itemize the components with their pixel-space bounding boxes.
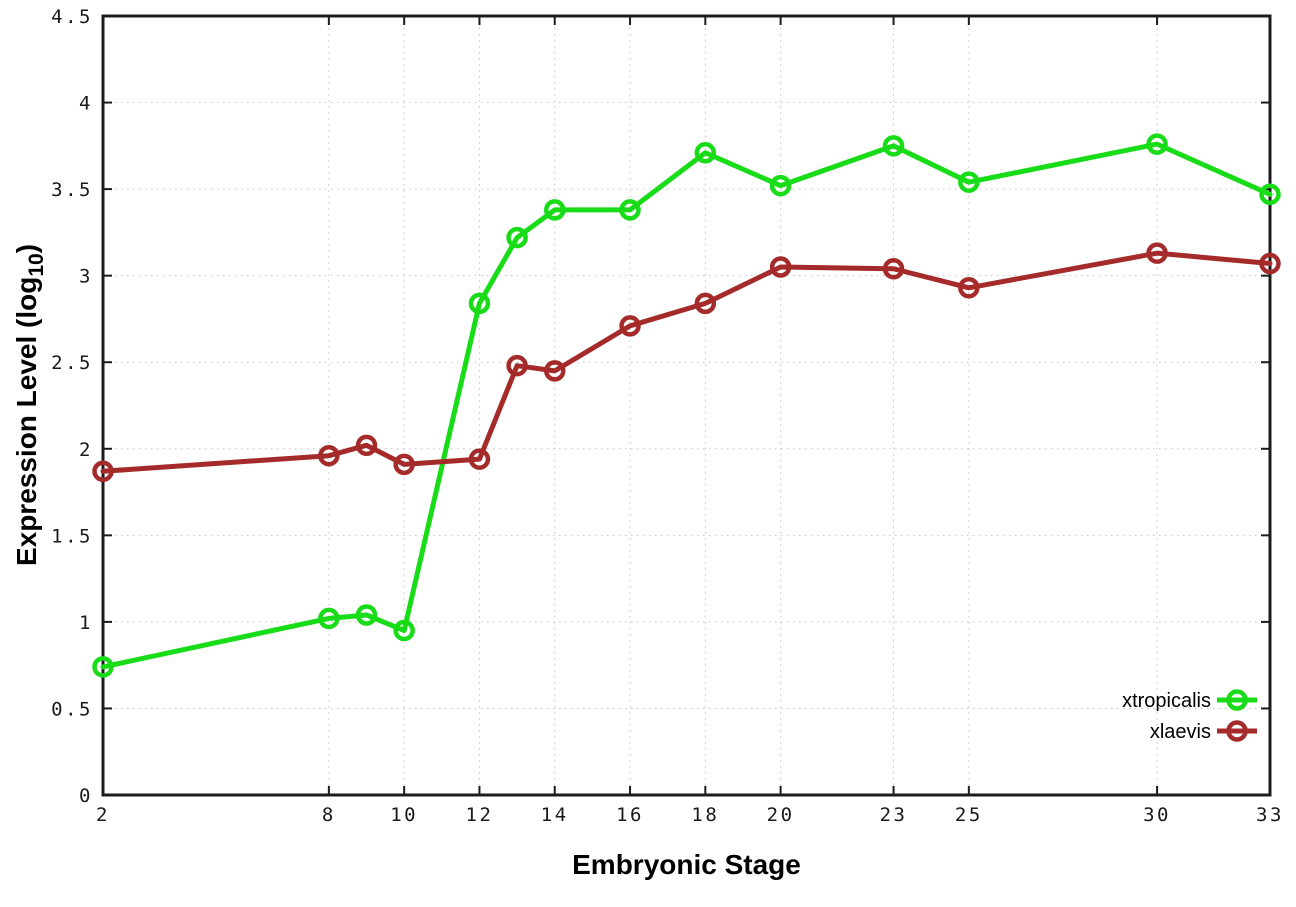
grid xyxy=(102,15,1271,796)
data-point-xlaevis xyxy=(393,453,415,476)
data-point-xtropicalis xyxy=(1259,183,1281,206)
data-point-xtropicalis xyxy=(92,656,114,678)
data-point-xtropicalis xyxy=(882,135,905,157)
data-point-xtropicalis xyxy=(468,292,491,315)
data-point-xtropicalis xyxy=(1146,133,1168,155)
data-point-xtropicalis xyxy=(958,171,980,193)
y-tick-label: 2 xyxy=(79,439,93,461)
data-point-xlaevis xyxy=(882,257,905,280)
data-point-xlaevis xyxy=(468,448,491,470)
data-point-xlaevis xyxy=(769,256,792,278)
data-point-xtropicalis xyxy=(506,226,528,249)
legend-label-xlaevis: xlaevis xyxy=(1150,721,1211,743)
tick-marks xyxy=(102,15,1271,796)
x-tick-label: 2 xyxy=(96,804,110,826)
y-axis-title-close-paren: ) xyxy=(11,244,42,253)
y-axis-title-subscript: 10 xyxy=(25,253,48,276)
legend: xtropicalis xlaevis xyxy=(1122,689,1257,743)
y-tick-label: 0.5 xyxy=(51,698,93,720)
y-tick-label: 0 xyxy=(79,785,93,807)
data-point-xlaevis xyxy=(1146,242,1168,264)
data-point-xlaevis xyxy=(543,360,566,382)
x-tick-label: 18 xyxy=(691,804,719,826)
data-point-xlaevis xyxy=(355,434,378,457)
tick-labels: 2 8 10 12 14 16 18 20 23 25 30 33 0 0.5 1 1.5 2 2.5 3 3.5 4 4… xyxy=(51,6,1284,826)
x-tick-label: 20 xyxy=(767,804,795,826)
y-tick-label: 3 xyxy=(79,266,93,288)
data-point-xlaevis xyxy=(506,354,528,377)
x-tick-label: 10 xyxy=(390,804,418,826)
data-point-xtropicalis xyxy=(355,604,378,626)
x-tick-label: 33 xyxy=(1256,804,1284,826)
data-point-xtropicalis xyxy=(694,142,717,164)
y-tick-label: 1.5 xyxy=(51,525,93,547)
data-point-xlaevis xyxy=(318,444,340,467)
legend-sample-marker-xlaevis xyxy=(1226,720,1248,742)
data-point-xlaevis xyxy=(694,292,717,315)
series-xlaevis xyxy=(92,242,1281,483)
legend-sample-marker-xtropicalis xyxy=(1226,689,1248,711)
data-point-xlaevis xyxy=(1259,252,1281,275)
data-point-xtropicalis xyxy=(769,174,792,197)
x-tick-label: 12 xyxy=(466,804,494,826)
series-xtropicalis xyxy=(92,133,1281,678)
y-tick-label: 1 xyxy=(79,612,93,634)
series-line-xtropicalis xyxy=(100,141,1273,670)
data-point-xlaevis xyxy=(958,277,980,299)
legend-label-xtropicalis: xtropicalis xyxy=(1122,690,1211,712)
y-axis-title-main: Expression Level (log xyxy=(11,277,42,566)
y-tick-label: 4.5 xyxy=(51,6,93,28)
x-tick-label: 30 xyxy=(1143,804,1171,826)
x-tick-label: 23 xyxy=(880,804,908,826)
y-axis-title: Expression Level (log10) xyxy=(11,244,48,566)
x-tick-label: 14 xyxy=(541,804,569,826)
y-tick-label: 4 xyxy=(79,93,93,115)
x-tick-label: 25 xyxy=(955,804,983,826)
x-tick-label: 16 xyxy=(616,804,644,826)
y-tick-label: 3.5 xyxy=(51,179,93,201)
plot-border xyxy=(101,14,1272,797)
x-axis-title: Embryonic Stage xyxy=(572,849,801,880)
data-point-xtropicalis xyxy=(543,199,566,221)
data-point-xlaevis xyxy=(619,315,641,337)
data-point-xtropicalis xyxy=(619,199,641,221)
data-point-xtropicalis xyxy=(393,619,415,642)
y-tick-label: 2.5 xyxy=(51,352,93,374)
x-tick-label: 8 xyxy=(322,804,336,826)
data-point-xlaevis xyxy=(92,460,114,483)
data-point-xtropicalis xyxy=(318,607,340,630)
